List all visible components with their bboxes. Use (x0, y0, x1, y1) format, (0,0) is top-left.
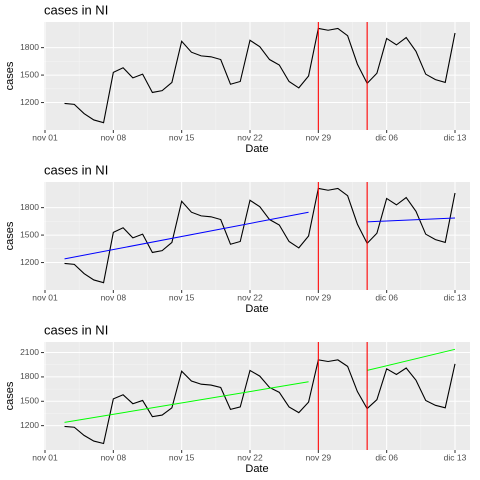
x-tick-label: nov 15 (169, 452, 195, 462)
x-tick-label: nov 29 (306, 132, 332, 142)
x-tick-label: nov 08 (101, 292, 127, 302)
y-axis-label: cases (4, 61, 16, 90)
x-tick-label: dic 06 (375, 452, 398, 462)
y-axis-label: cases (4, 381, 16, 410)
x-axis-label: Date (245, 463, 268, 475)
chart-title: cases in NI (44, 322, 108, 337)
plot-background (44, 342, 470, 450)
x-tick-label: nov 29 (306, 452, 332, 462)
x-tick-label: nov 01 (32, 292, 58, 302)
plot-background (44, 182, 470, 290)
x-tick-label: nov 08 (101, 452, 127, 462)
x-tick-label: dic 06 (375, 292, 398, 302)
y-tick-label: 1800 (20, 202, 39, 212)
y-tick-label: 1200 (20, 420, 39, 430)
x-tick-label: nov 15 (169, 132, 195, 142)
x-tick-label: dic 13 (444, 292, 467, 302)
x-tick-label: nov 01 (32, 132, 58, 142)
trend-line (367, 348, 456, 371)
x-tick-label: nov 29 (306, 292, 332, 302)
y-tick-label: 1200 (20, 97, 39, 107)
x-tick-label: nov 22 (237, 292, 263, 302)
y-tick-label: 1500 (20, 229, 39, 239)
chart-title: cases in NI (44, 2, 108, 17)
x-tick-label: dic 06 (375, 132, 398, 142)
x-tick-label: dic 13 (444, 452, 467, 462)
y-tick-label: 2100 (20, 347, 39, 357)
x-axis-label: Date (245, 303, 268, 315)
data-line (64, 187, 456, 284)
trend-line (64, 381, 309, 423)
data-line (64, 359, 456, 445)
data-line (64, 27, 456, 124)
y-axis-label: cases (4, 221, 16, 250)
x-tick-label: nov 22 (237, 132, 263, 142)
trend-line (64, 211, 309, 260)
y-tick-label: 1800 (20, 42, 39, 52)
chart-title: cases in NI (44, 162, 108, 177)
y-tick-label: 1500 (20, 396, 39, 406)
y-tick-label: 1200 (20, 257, 39, 267)
plot-background (44, 22, 470, 130)
y-tick-label: 1500 (20, 69, 39, 79)
x-tick-label: nov 01 (32, 452, 58, 462)
x-tick-label: nov 08 (101, 132, 127, 142)
y-tick-label: 1800 (20, 371, 39, 381)
x-tick-label: dic 13 (444, 132, 467, 142)
x-axis-label: Date (245, 143, 268, 155)
x-tick-label: nov 22 (237, 452, 263, 462)
trend-line (367, 217, 456, 223)
x-tick-label: nov 15 (169, 292, 195, 302)
